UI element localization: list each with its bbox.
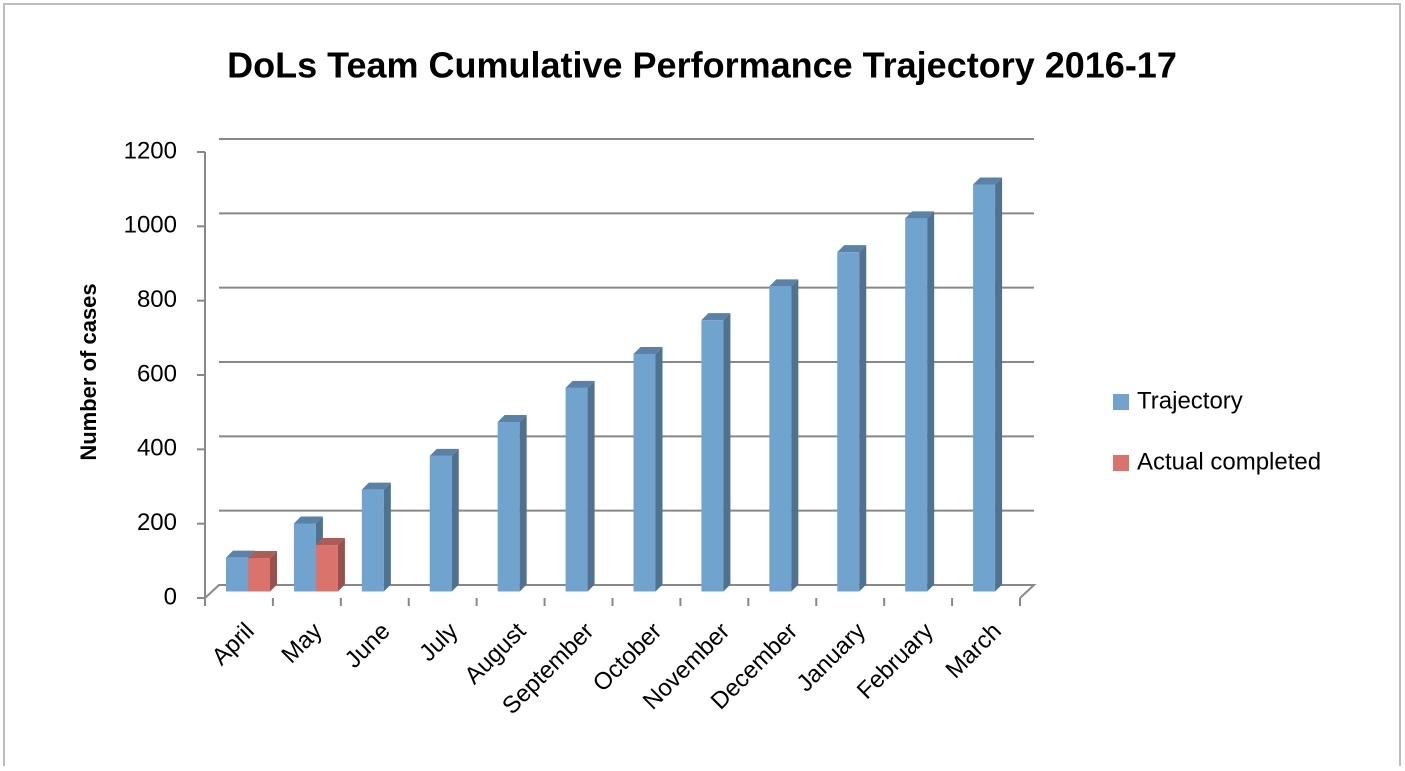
bar-side bbox=[791, 279, 799, 592]
bar-front bbox=[315, 545, 338, 592]
legend-swatch bbox=[1113, 394, 1129, 410]
bar-front bbox=[248, 558, 270, 592]
bar-side bbox=[723, 313, 731, 592]
bar-front bbox=[769, 286, 792, 592]
bar-top bbox=[973, 177, 1003, 185]
bar bbox=[429, 448, 459, 592]
bar-front bbox=[565, 387, 588, 592]
legend-label: Trajectory bbox=[1137, 387, 1243, 414]
bar bbox=[248, 551, 277, 592]
bar bbox=[497, 415, 527, 592]
bar-top bbox=[565, 380, 595, 388]
bar-side bbox=[451, 448, 459, 592]
y-tick-label: 1200 bbox=[124, 137, 177, 164]
bar-top bbox=[633, 347, 663, 355]
bar bbox=[701, 313, 731, 592]
bar-side bbox=[337, 538, 345, 592]
bar-front bbox=[361, 489, 384, 592]
y-tick-label: 400 bbox=[137, 435, 177, 462]
bar-front bbox=[293, 523, 316, 592]
bar-front bbox=[633, 354, 656, 592]
bar bbox=[565, 380, 595, 592]
bar bbox=[905, 211, 935, 592]
bar-front bbox=[226, 557, 248, 592]
bar bbox=[361, 482, 391, 592]
bar bbox=[837, 245, 867, 592]
y-tick-label: 1000 bbox=[124, 212, 177, 239]
legend-swatch bbox=[1113, 455, 1129, 471]
bar-top bbox=[293, 516, 323, 524]
y-tick-label: 200 bbox=[137, 509, 177, 536]
bar-top bbox=[837, 245, 867, 253]
bar-top bbox=[429, 448, 459, 456]
bar-top bbox=[248, 551, 277, 559]
bar-front bbox=[973, 184, 996, 592]
bar-top bbox=[701, 313, 731, 321]
bar bbox=[315, 538, 345, 592]
bar-top bbox=[905, 211, 935, 219]
bar-top bbox=[497, 415, 527, 423]
chart-title: DoLs Team Cumulative Performance Traject… bbox=[227, 45, 1177, 86]
bar-side bbox=[383, 482, 391, 592]
bar-top bbox=[226, 550, 255, 558]
bar-side bbox=[995, 177, 1003, 592]
bar-top bbox=[315, 538, 345, 546]
bar-side bbox=[927, 211, 935, 592]
y-tick-label: 800 bbox=[137, 286, 177, 313]
bar-top bbox=[361, 482, 391, 490]
bar bbox=[769, 279, 799, 592]
bar-front bbox=[837, 252, 860, 592]
bar-side bbox=[519, 415, 527, 592]
y-tick-label: 600 bbox=[137, 360, 177, 387]
bar bbox=[973, 177, 1003, 592]
bar-front bbox=[497, 422, 520, 592]
bar-front bbox=[905, 218, 928, 592]
y-tick-label: 0 bbox=[164, 583, 177, 610]
bar-side bbox=[270, 551, 277, 592]
bar-side bbox=[859, 245, 867, 592]
legend-label: Actual completed bbox=[1137, 448, 1321, 475]
bar bbox=[633, 347, 663, 592]
bar-side bbox=[587, 380, 595, 592]
bar-side bbox=[655, 347, 663, 592]
bar-top bbox=[769, 279, 799, 287]
y-axis-label: Number of cases bbox=[76, 283, 101, 460]
bar-front bbox=[429, 455, 452, 592]
bar-front bbox=[701, 320, 724, 592]
